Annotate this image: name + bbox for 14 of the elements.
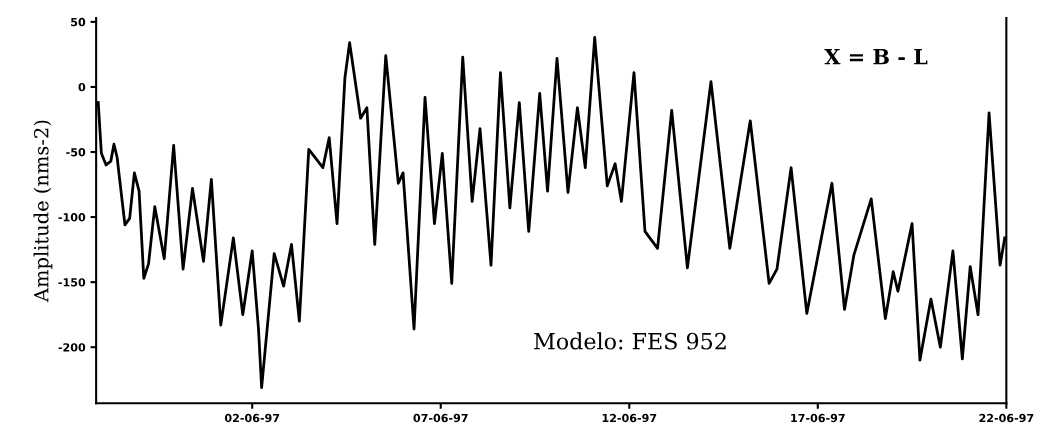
x-tick-label: 02-06-97 <box>224 413 280 423</box>
y-tick-label: -200 <box>58 343 86 352</box>
annotation: X = B - L <box>824 49 928 65</box>
y-tick-label: -50 <box>66 147 86 157</box>
y-tick-label: -150 <box>58 278 86 287</box>
x-tick-label: 12-06-97 <box>602 413 657 423</box>
x-tick-label: 07-06-97 <box>413 413 468 423</box>
annotation: Modelo: FES 952 <box>534 332 726 350</box>
x-tick-label: 17-06-97 <box>791 413 845 423</box>
y-tick-label: 50 <box>71 17 86 27</box>
y-axis-title: Amplitude (nms-2) <box>33 120 53 303</box>
y-tick-label: -100 <box>58 213 86 222</box>
y-tick-label: 0 <box>78 82 86 92</box>
x-tick-label: 22-06-97 <box>979 413 1034 423</box>
